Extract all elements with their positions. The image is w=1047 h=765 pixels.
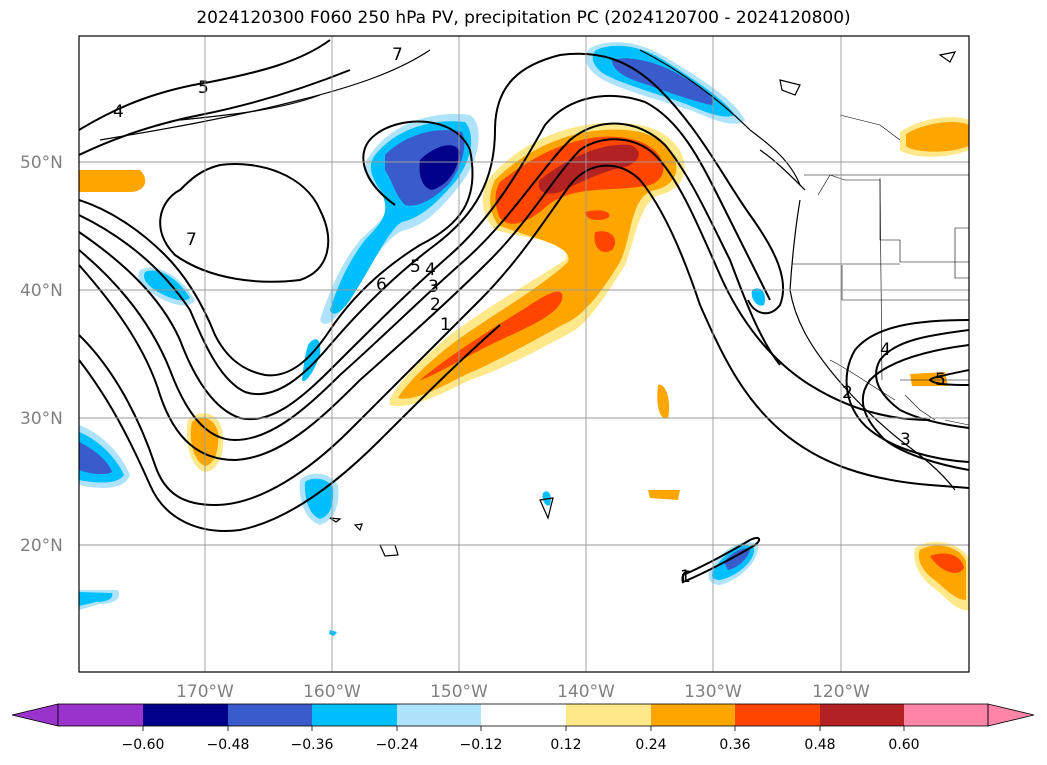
colorbar-tick-label: 0.24 <box>635 737 666 753</box>
contour-labels: 4 5 7 7 6 5 4 3 2 1 1 2 3 4 5 <box>113 45 946 587</box>
colorbar-segment <box>566 704 651 726</box>
colorbar-extend-high <box>987 703 1035 727</box>
lat-label-20n: 20°N <box>20 536 63 556</box>
contour-label-3: 3 <box>428 277 439 297</box>
contour-label-1: 1 <box>440 315 451 335</box>
gridlines <box>79 36 969 672</box>
negative-anomaly-west-15n-036 <box>79 592 113 606</box>
negative-anomaly-150w-060 <box>419 145 460 190</box>
contour-label-1b: 1 <box>680 567 691 587</box>
negative-anomaly-128w-18n-048 <box>724 548 750 570</box>
contour-label-2b: 2 <box>842 383 853 403</box>
lat-label-50n: 50°N <box>20 153 63 173</box>
colorbar-segment <box>228 704 312 726</box>
lon-label-130w: 130°W <box>684 682 742 702</box>
longitude-labels: 170°W 160°W 150°W 140°W 130°W 120°W <box>176 682 870 702</box>
colorbar-tick-label: −0.12 <box>460 737 503 753</box>
contour-label-5b: 5 <box>410 257 421 277</box>
plot-frame <box>78 35 970 673</box>
contour-label-7a: 7 <box>392 45 403 65</box>
lon-label-150w: 150°W <box>430 682 488 702</box>
contour-label-5: 5 <box>198 78 209 98</box>
contour-label-7b: 7 <box>186 230 197 250</box>
colorbar-tick-label: −0.24 <box>376 737 419 753</box>
colorbar-outline <box>57 703 989 727</box>
contour-label-4c: 4 <box>880 340 891 360</box>
colorbar-tick-label: 0.48 <box>804 737 835 753</box>
latitude-labels: 50°N 40°N 30°N 20°N <box>20 153 63 556</box>
positive-anomaly-west-50n <box>79 170 146 192</box>
colorbar: −0.60 −0.48 −0.36 −0.24 −0.12 0.12 0.24 … <box>11 703 1035 753</box>
contour-label-4: 4 <box>113 102 124 122</box>
positive-anomaly-spot-2 <box>585 210 610 220</box>
contour-label-4b: 4 <box>425 260 436 280</box>
positive-anomaly-135w-24n <box>648 490 680 500</box>
negative-anomaly-hawaii-036 <box>304 478 334 519</box>
colorbar-segment <box>820 704 904 726</box>
political-borders <box>792 114 969 426</box>
colorbar-segment <box>481 704 566 726</box>
colorbar-tick-label: 0.12 <box>550 737 581 753</box>
negative-anomaly-160w-13n <box>329 630 337 636</box>
positive-anomaly-east-20n-036 <box>930 553 964 573</box>
lon-label-140w: 140°W <box>557 682 615 702</box>
colorbar-tick-label: −0.60 <box>122 737 165 753</box>
map-title: 2024120300 F060 250 hPa PV, precipitatio… <box>196 8 851 28</box>
colorbar-tick-label: −0.36 <box>291 737 334 753</box>
lat-label-30n: 30°N <box>20 409 63 429</box>
positive-anomaly-135w-30n <box>657 384 670 419</box>
colorbar-segment <box>904 704 988 726</box>
colorbar-segment <box>312 704 397 726</box>
negative-anomaly-127w-39n <box>751 288 766 306</box>
lon-label-160w: 160°W <box>303 682 361 702</box>
positive-anomaly-spot-1 <box>594 231 616 252</box>
lat-label-40n: 40°N <box>20 281 63 301</box>
pv-contours <box>79 39 969 584</box>
colorbar-segment <box>735 704 820 726</box>
colorbar-segment <box>58 704 143 726</box>
positive-anomaly-east-50n-024 <box>906 121 969 152</box>
colorbar-segment <box>143 704 228 726</box>
colorbar-segment <box>651 704 735 726</box>
colorbar-extend-low <box>11 703 59 727</box>
contour-label-2: 2 <box>430 295 441 315</box>
lon-label-170w: 170°W <box>176 682 234 702</box>
negative-anomaly-west-28n-048 <box>79 442 112 475</box>
contour-label-6: 6 <box>376 275 387 295</box>
contour-label-5c: 5 <box>935 370 946 390</box>
contour-label-3b: 3 <box>900 430 911 450</box>
colorbar-segment <box>397 704 481 726</box>
positive-anomaly-ribbon-024 <box>398 129 677 399</box>
colorbar-tick-label: −0.48 <box>207 737 250 753</box>
colorbar-tick-label: 0.36 <box>719 737 750 753</box>
lon-label-120w: 120°W <box>812 682 870 702</box>
colorbar-tick-label: 0.60 <box>888 737 919 753</box>
